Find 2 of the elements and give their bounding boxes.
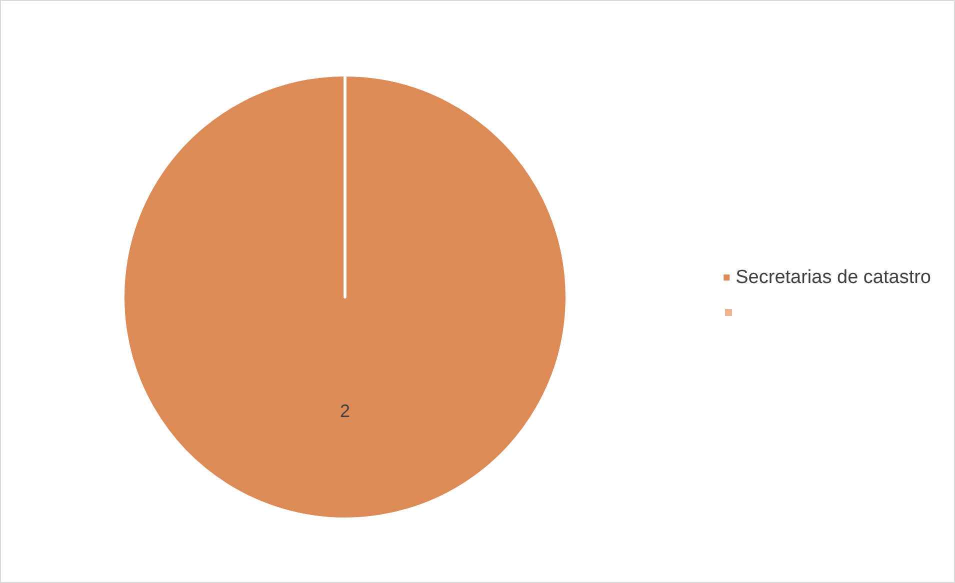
legend-label: Secretarias de catastro [736,267,932,288]
data-label: 2 [340,401,350,421]
